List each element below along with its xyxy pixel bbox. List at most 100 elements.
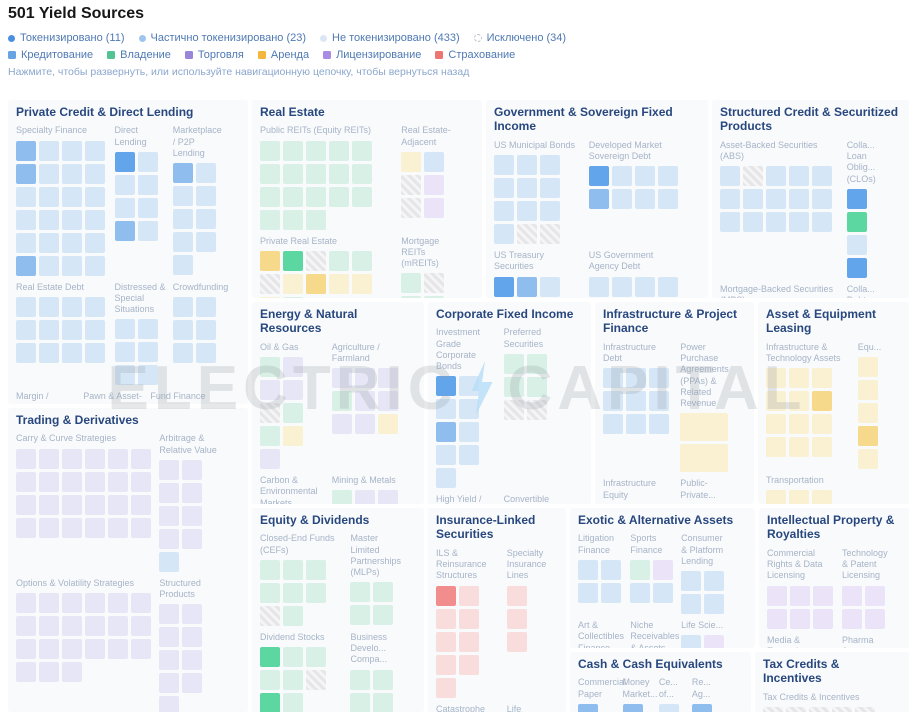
treemap-tile-excluded[interactable]	[401, 197, 422, 218]
treemap-group[interactable]: Public-Private...	[680, 476, 730, 504]
section-asset-equipment-leasing[interactable]: Asset & Equipment Leasing Infrastructure …	[758, 302, 909, 504]
treemap-tile[interactable]	[62, 232, 82, 253]
treemap-group[interactable]: Business Develo... Compa...	[350, 630, 399, 712]
treemap-tile-excluded[interactable]	[401, 174, 422, 195]
treemap-tile[interactable]	[283, 605, 303, 626]
treemap-tile[interactable]	[16, 163, 36, 184]
treemap-group[interactable]: Power Purchase Agreements (PPAs) & Relat…	[680, 340, 730, 473]
treemap-tile[interactable]	[62, 296, 82, 317]
treemap-tile[interactable]	[658, 703, 679, 712]
treemap-tile[interactable]	[114, 151, 135, 172]
treemap-tile[interactable]	[182, 505, 203, 526]
treemap-tile[interactable]	[62, 140, 82, 161]
treemap-tile[interactable]	[39, 319, 59, 340]
treemap-tile[interactable]	[857, 357, 878, 378]
treemap-tile[interactable]	[540, 155, 560, 176]
treemap-tile[interactable]	[649, 414, 669, 435]
treemap-tile[interactable]	[306, 209, 326, 230]
treemap-tile[interactable]	[16, 517, 36, 538]
treemap-tile[interactable]	[85, 448, 105, 469]
treemap-tile[interactable]	[16, 593, 36, 614]
treemap-tile[interactable]	[459, 608, 479, 629]
treemap-group[interactable]: Master Limited Partnerships (MLPs)	[350, 531, 401, 626]
treemap-tile[interactable]	[517, 178, 537, 199]
treemap-tile[interactable]	[857, 380, 878, 401]
treemap-tile[interactable]	[159, 505, 180, 526]
treemap-tile[interactable]	[62, 163, 82, 184]
section-title[interactable]: Asset & Equipment Leasing	[766, 307, 877, 336]
treemap-group[interactable]: Specialty Insurance Lines	[506, 546, 546, 652]
treemap-tile[interactable]	[329, 163, 349, 184]
treemap-tile[interactable]	[506, 631, 527, 652]
treemap-tile[interactable]	[588, 276, 609, 297]
treemap-tile[interactable]	[720, 166, 740, 187]
treemap-tile[interactable]	[195, 232, 216, 253]
treemap-tile[interactable]	[85, 296, 105, 317]
treemap-tile[interactable]	[16, 616, 36, 637]
treemap-group[interactable]: Real Estate-Adjacent	[401, 123, 458, 218]
treemap-tile[interactable]	[846, 211, 867, 232]
treemap-tile[interactable]	[172, 342, 193, 363]
treemap-group[interactable]: Public REITs (Equity REITs)	[260, 123, 394, 230]
treemap-tile[interactable]	[352, 273, 372, 294]
treemap-tile[interactable]	[85, 616, 105, 637]
treemap-tile[interactable]	[16, 342, 36, 363]
treemap-tile[interactable]	[306, 582, 326, 603]
treemap-tile[interactable]	[766, 437, 786, 458]
treemap-tile[interactable]	[766, 368, 786, 389]
treemap-tile[interactable]	[812, 414, 832, 435]
treemap-tile[interactable]	[283, 186, 303, 207]
treemap-tile[interactable]	[377, 391, 398, 412]
treemap-tile[interactable]	[436, 399, 456, 420]
section-title[interactable]: Equity & Dividends	[260, 513, 370, 527]
treemap-tile[interactable]	[720, 189, 740, 210]
treemap-tile[interactable]	[743, 189, 763, 210]
section-title[interactable]: Private Credit & Direct Lending	[16, 105, 194, 119]
treemap-group[interactable]: Carry & Curve Strategies	[16, 431, 152, 538]
treemap-tile[interactable]	[401, 151, 422, 172]
treemap-tile[interactable]	[789, 414, 809, 435]
treemap-group[interactable]: Art & Collectibles Finance	[578, 618, 624, 648]
treemap-tile[interactable]	[131, 471, 151, 492]
treemap-group[interactable]: Dividend Stocks	[260, 630, 343, 712]
treemap-tile[interactable]	[182, 459, 203, 480]
treemap-tile[interactable]	[283, 250, 303, 271]
treemap-tile[interactable]	[108, 471, 128, 492]
treemap-tile[interactable]	[62, 494, 82, 515]
treemap-tile[interactable]	[657, 276, 678, 297]
treemap-group[interactable]: Catastrophe Bonds	[436, 702, 500, 712]
treemap-tile[interactable]	[517, 276, 537, 297]
treemap-tile[interactable]	[436, 468, 456, 489]
treemap-tile[interactable]	[846, 234, 867, 255]
treemap-group[interactable]: Sports Finance	[630, 531, 674, 603]
treemap-tile-excluded[interactable]	[424, 273, 445, 294]
treemap-tile-excluded[interactable]	[763, 707, 783, 712]
treemap-tile[interactable]	[260, 559, 280, 580]
treemap-tile[interactable]	[62, 593, 82, 614]
treemap-tile[interactable]	[436, 631, 456, 652]
treemap-tile[interactable]	[16, 232, 36, 253]
treemap-tile[interactable]	[172, 255, 193, 276]
treemap-tile[interactable]	[649, 368, 669, 389]
treemap-tile[interactable]	[39, 232, 59, 253]
treemap-tile[interactable]	[85, 186, 105, 207]
treemap-tile[interactable]	[766, 391, 786, 412]
treemap-group[interactable]: ILS & Reinsurance Structures	[436, 546, 500, 698]
treemap-tile[interactable]	[350, 692, 371, 712]
treemap-tile[interactable]	[85, 140, 105, 161]
treemap-group[interactable]: Carbon & Environmental Markets	[260, 473, 325, 504]
treemap-tile[interactable]	[506, 585, 527, 606]
treemap-tile[interactable]	[626, 368, 646, 389]
section-equity-dividends[interactable]: Equity & Dividends Closed-End Funds (CEFs…	[252, 508, 424, 712]
treemap-tile[interactable]	[108, 448, 128, 469]
treemap-tile[interactable]	[159, 627, 180, 648]
treemap-tile[interactable]	[680, 413, 729, 442]
treemap-tile[interactable]	[260, 670, 280, 691]
treemap-tile[interactable]	[114, 342, 135, 363]
treemap-tile[interactable]	[159, 482, 180, 503]
treemap-tile[interactable]	[283, 670, 303, 691]
treemap-tile[interactable]	[789, 212, 809, 233]
treemap-tile[interactable]	[85, 163, 105, 184]
treemap-tile[interactable]	[39, 209, 59, 230]
treemap-tile[interactable]	[39, 639, 59, 660]
